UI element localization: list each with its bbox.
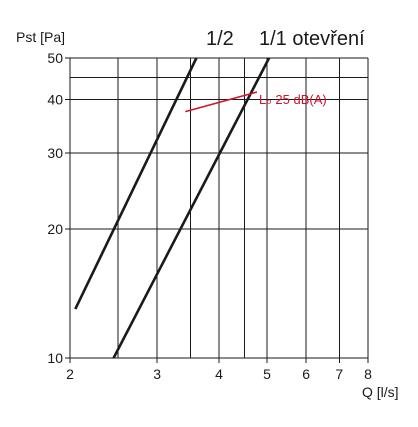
y-tick-label-10: 10 xyxy=(47,350,63,366)
y-tick-label-30: 30 xyxy=(47,145,63,161)
y-axis-title: Pst [Pa] xyxy=(16,29,65,45)
series-line-1 xyxy=(74,57,198,310)
x-tick-label-8: 8 xyxy=(364,366,372,382)
x-tick-label-4: 4 xyxy=(215,366,223,382)
annotation-label-1: Lₚ 25 dB(A) xyxy=(259,92,327,107)
annotation-leader-1 xyxy=(185,91,258,113)
x-tick-label-6: 6 xyxy=(302,366,310,382)
x-tick-label-5: 5 xyxy=(263,366,271,382)
header-label-full: 1/1 otevření xyxy=(259,28,365,50)
x-tick-label-3: 3 xyxy=(153,366,161,382)
header-label-half: 1/2 xyxy=(206,28,234,50)
y-tick-label-20: 20 xyxy=(47,221,63,237)
tick-labels: 2 3 4 5 6 7 8 10 20 30 40 50 xyxy=(47,50,372,382)
annotation-layer: Lₚ 25 dB(A) xyxy=(185,91,327,113)
series-layer xyxy=(74,57,271,359)
series-line-2 xyxy=(112,57,271,359)
x-tick-label-7: 7 xyxy=(335,366,343,382)
y-tick-label-40: 40 xyxy=(47,92,63,108)
y-tick-label-50: 50 xyxy=(47,50,63,66)
x-axis-title: Q [l/s] xyxy=(362,384,399,400)
x-tick-label-2: 2 xyxy=(66,366,74,382)
